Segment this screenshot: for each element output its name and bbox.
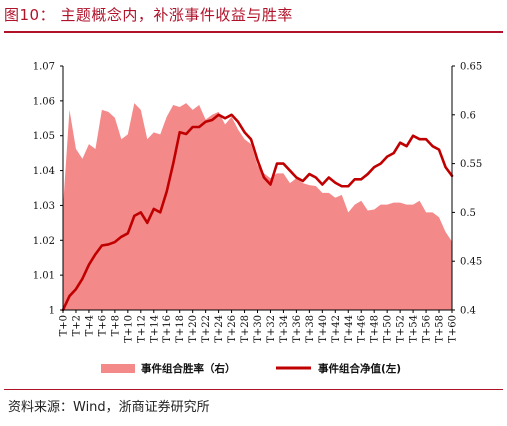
right-tick-label: 0.65 [460, 62, 482, 73]
x-tick-label: T+42 [331, 315, 342, 343]
x-tick-label: T+10 [123, 315, 134, 343]
x-tick-label: T+50 [383, 315, 394, 343]
chart-legend: 事件组合胜率（右） 事件组合净值(左) [101, 362, 401, 375]
x-tick-label: T+28 [240, 315, 251, 343]
x-tick-label: T+26 [227, 315, 238, 343]
source-note: 资料来源：Wind，浙商证券研究所 [8, 400, 210, 415]
left-tick-label: 1.07 [33, 62, 55, 73]
x-tick-label: T+4 [84, 315, 95, 336]
x-tick-label: T+38 [305, 315, 316, 343]
x-tick-label: T+54 [409, 315, 420, 343]
left-tick-label: 1.01 [33, 271, 55, 282]
x-tick-label: T+44 [344, 315, 355, 343]
x-tick-label: T+56 [422, 315, 433, 343]
left-tick-label: 1.02 [33, 236, 55, 247]
x-tick-label: T+34 [279, 315, 290, 343]
right-tick-label: 0.5 [460, 208, 476, 219]
x-tick-label: T+24 [214, 315, 225, 343]
right-tick-label: 0.55 [460, 159, 482, 170]
legend-label-win-rate: 事件组合胜率（右） [141, 362, 236, 375]
x-tick-label: T+12 [136, 315, 147, 343]
x-tick-label: T+32 [266, 315, 277, 343]
x-tick-label: T+30 [253, 315, 264, 343]
x-tick-label: T+2 [71, 315, 82, 336]
x-tick-label: T+14 [149, 315, 160, 343]
chart: 1 1.01 1.02 1.03 1.04 1.05 1.06 1.07 0.4 0.45 0.5 0… [33, 62, 483, 376]
figure-title: 图10： 主题概念内，补涨事件收益与胜率 [4, 6, 293, 24]
source-divider [4, 389, 503, 390]
left-tick-label: 1.04 [33, 166, 55, 177]
left-tick-label: 1 [49, 306, 55, 317]
x-tick-label: T+16 [162, 315, 173, 343]
x-tick-label: T+22 [201, 315, 212, 343]
left-tick-label: 1.05 [33, 131, 55, 142]
title-divider [4, 31, 503, 33]
x-tick-label: T+46 [357, 315, 368, 343]
x-tick-label: T+60 [448, 315, 459, 343]
x-tick-label: T+18 [175, 315, 186, 343]
left-tick-label: 1.03 [33, 201, 55, 212]
x-tick-label: T+8 [110, 315, 121, 336]
series-line-nav [61, 113, 454, 312]
x-tick-label: T+40 [318, 315, 329, 343]
legend-label-nav: 事件组合净值(左) [318, 362, 401, 375]
x-tick-label: T+52 [396, 315, 407, 343]
left-tick-label: 1.06 [33, 96, 55, 107]
x-tick-label: T+0 [59, 315, 70, 336]
x-tick-label: T+36 [292, 315, 303, 343]
right-tick-label: 0.4 [460, 306, 476, 317]
x-tick-label: T+58 [435, 315, 446, 343]
series-area-win-rate [63, 103, 452, 310]
right-tick-label: 0.6 [460, 110, 476, 121]
x-tick-label: T+20 [188, 315, 199, 343]
right-tick-label: 0.45 [460, 257, 482, 268]
x-tick-label: T+48 [370, 315, 381, 343]
x-tick-label: T+6 [97, 315, 108, 336]
legend-swatch-area [101, 364, 135, 373]
